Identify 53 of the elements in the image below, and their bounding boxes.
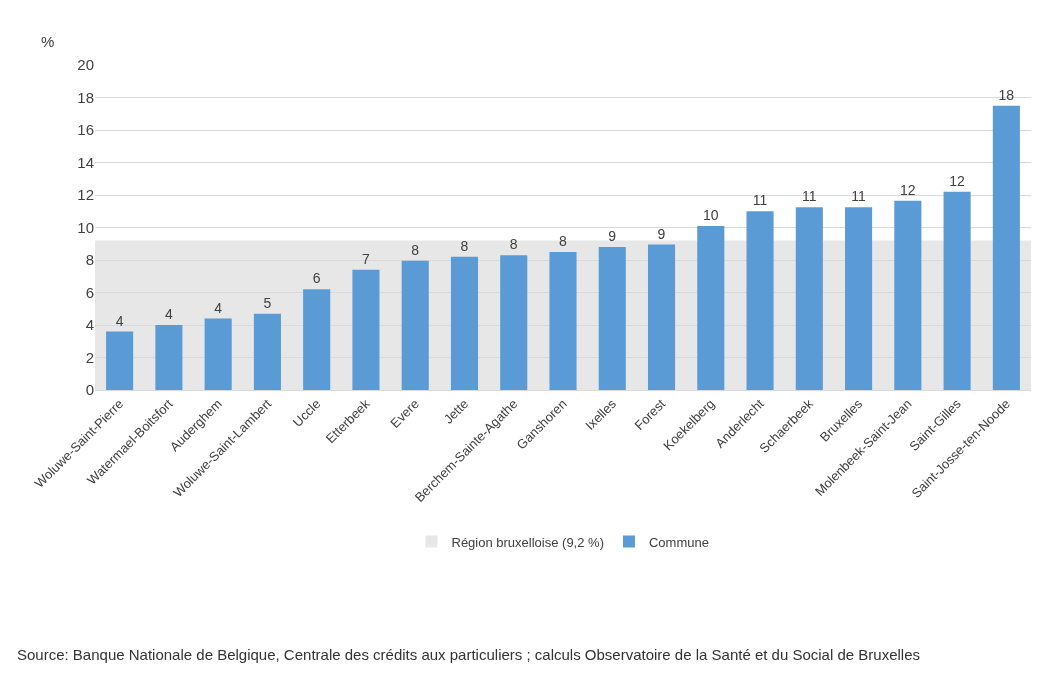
data-label: 9 [608, 228, 617, 244]
bar [598, 247, 626, 390]
bar [647, 244, 676, 390]
data-label: 6 [312, 270, 321, 287]
data-label: 8 [411, 241, 420, 258]
data-label: 8 [460, 237, 469, 254]
data-label: 4 [214, 299, 223, 316]
data-label: 11 [801, 188, 817, 205]
bar [894, 200, 922, 390]
legend-label: Région bruxelloise (9,2 %) [451, 534, 604, 550]
data-label: 18 [998, 86, 1015, 103]
y-tick-label: 8 [85, 251, 94, 269]
bar [352, 269, 380, 390]
bar [303, 289, 331, 390]
data-label: 10 [702, 206, 719, 223]
y-tick-label: 14 [77, 153, 94, 171]
data-label: 12 [949, 172, 965, 189]
bar [204, 318, 232, 390]
data-label: 11 [851, 188, 866, 205]
y-tick-label: 2 [85, 348, 94, 366]
y-tick-label: 20 [77, 56, 94, 74]
y-tick-label: 10 [77, 218, 94, 236]
bar [253, 313, 281, 390]
data-label: 12 [899, 181, 916, 198]
bar [450, 256, 479, 390]
data-label: 9 [657, 225, 666, 242]
data-label: 8 [559, 232, 567, 249]
data-label: 7 [361, 250, 370, 267]
legend-label: Commune [648, 534, 709, 550]
y-tick-label: 18 [77, 88, 94, 106]
bar [500, 255, 528, 390]
bar [401, 260, 429, 390]
bar [697, 225, 725, 390]
data-label: 4 [115, 312, 124, 329]
y-tick-label: 4 [85, 316, 94, 334]
bar [106, 331, 134, 390]
bar [746, 211, 774, 390]
bar [943, 191, 971, 390]
y-tick-label: 12 [77, 186, 94, 204]
bar [992, 105, 1020, 390]
source-note: Source: Banque Nationale de Belgique, Centrale des crédits aux particuliers ; calculs Observatoire de la Santé et du Social de Bruxelles [17, 646, 921, 663]
data-label: 5 [263, 294, 272, 311]
y-tick-label: 6 [85, 283, 94, 301]
y-axis-title: % [41, 33, 55, 50]
y-tick-label: 16 [77, 121, 94, 139]
bar [155, 325, 183, 390]
y-tick-label: 0 [85, 381, 94, 399]
bar [845, 207, 873, 390]
bar [795, 207, 823, 390]
data-label: 11 [752, 192, 768, 209]
bar [549, 251, 577, 390]
data-label: 4 [164, 306, 173, 322]
data-label: 8 [509, 236, 518, 253]
